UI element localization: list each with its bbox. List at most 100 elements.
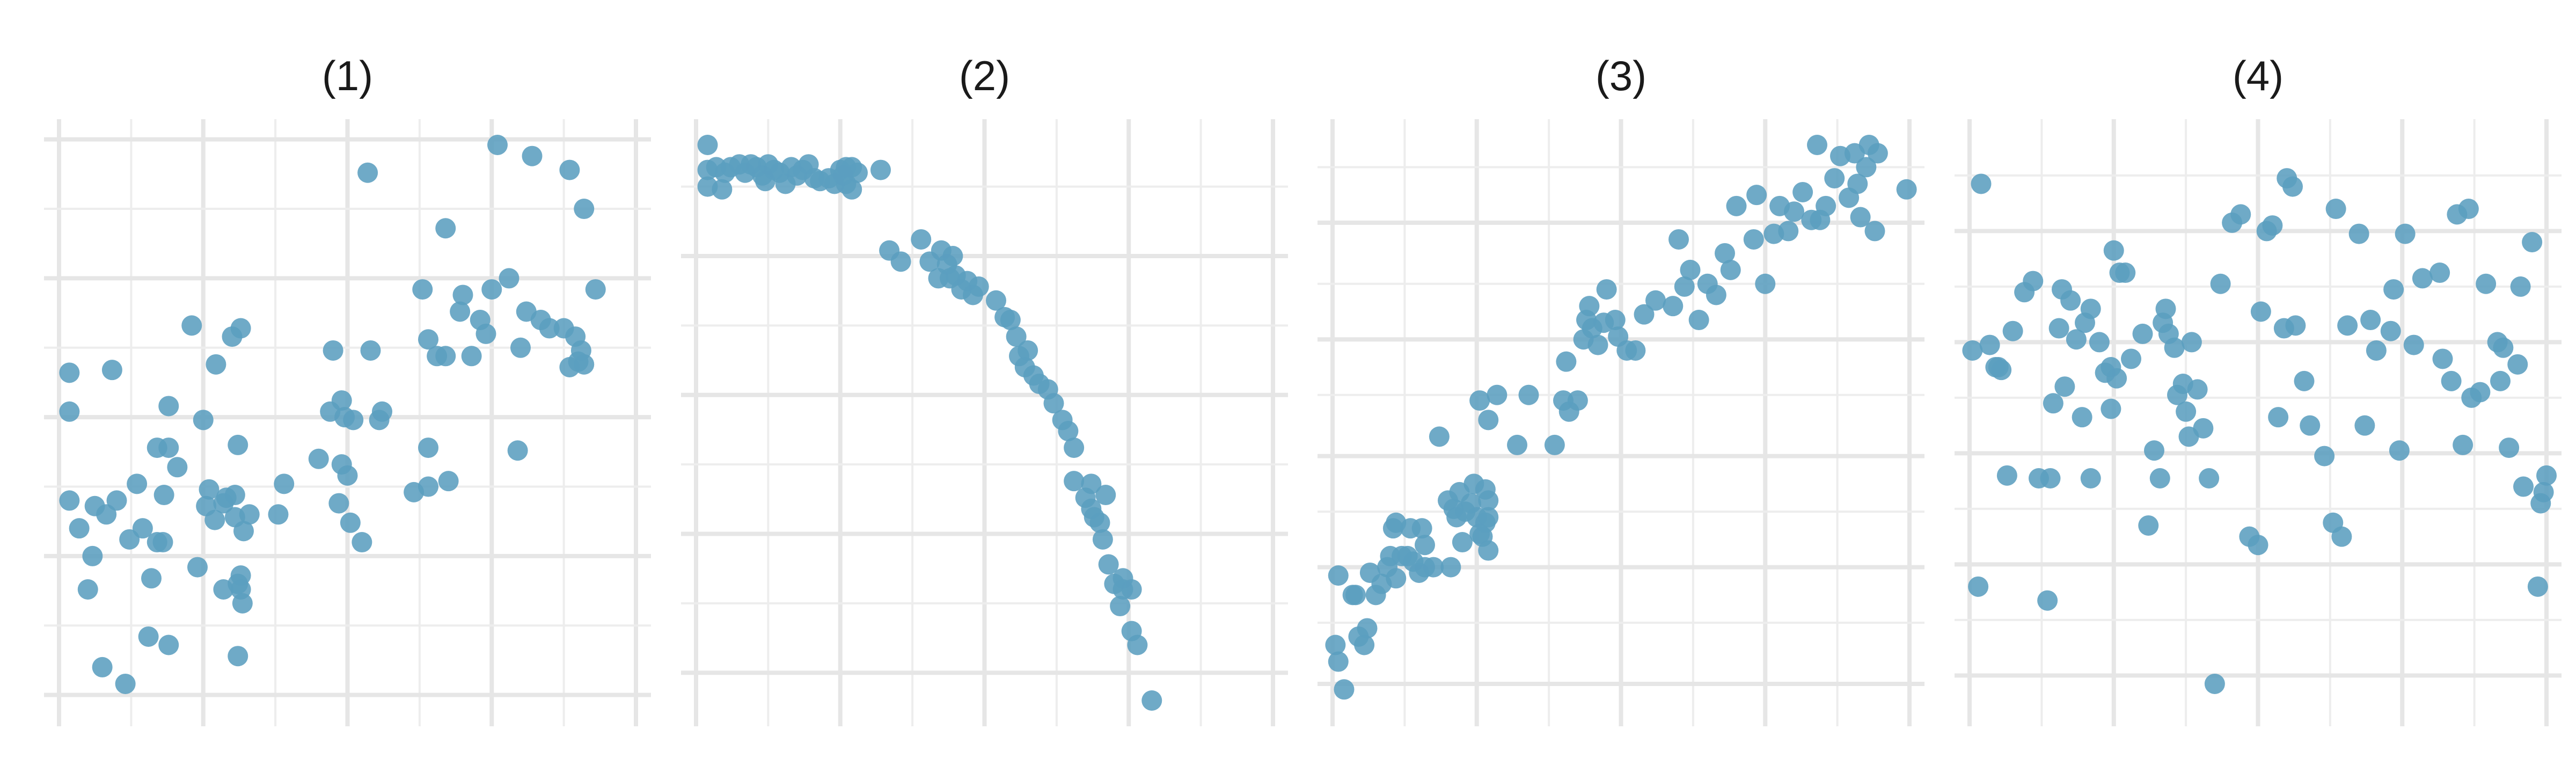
data-point bbox=[2533, 482, 2554, 502]
data-point bbox=[2199, 468, 2220, 488]
data-point bbox=[2348, 223, 2369, 244]
data-point bbox=[1979, 334, 2000, 355]
data-point bbox=[59, 490, 80, 511]
data-point bbox=[357, 162, 378, 183]
data-point bbox=[1856, 157, 1877, 178]
data-point bbox=[412, 279, 433, 300]
data-point bbox=[2072, 407, 2092, 428]
data-point bbox=[337, 465, 358, 486]
data-point bbox=[239, 504, 260, 525]
data-point bbox=[499, 268, 519, 289]
data-point bbox=[697, 135, 718, 155]
data-point bbox=[2490, 370, 2511, 391]
data-point bbox=[450, 301, 471, 322]
panel-3: (3) bbox=[1318, 52, 1924, 726]
data-point bbox=[2193, 418, 2214, 439]
data-point bbox=[2248, 535, 2268, 556]
points bbox=[697, 135, 1162, 711]
panel-title: (2) bbox=[959, 52, 1010, 99]
data-point bbox=[1792, 181, 1813, 202]
data-point bbox=[2204, 673, 2225, 694]
data-point bbox=[1469, 390, 1490, 411]
data-point bbox=[1440, 557, 1461, 578]
data-point bbox=[1018, 340, 1038, 361]
data-point bbox=[233, 521, 254, 542]
data-point bbox=[2103, 240, 2124, 261]
data-point bbox=[224, 485, 245, 506]
data-point bbox=[1544, 434, 1565, 455]
data-point bbox=[2282, 176, 2303, 197]
data-point bbox=[274, 473, 295, 494]
data-point bbox=[92, 657, 113, 677]
data-point bbox=[228, 646, 248, 667]
data-point bbox=[712, 179, 733, 200]
data-point bbox=[418, 476, 438, 497]
data-point bbox=[2499, 437, 2520, 458]
data-point bbox=[1095, 485, 1116, 506]
data-point bbox=[204, 509, 225, 530]
data-point bbox=[1110, 596, 1131, 617]
data-point bbox=[890, 251, 911, 272]
data-point bbox=[2149, 468, 2170, 488]
data-point bbox=[2262, 215, 2283, 236]
data-point bbox=[1325, 635, 1346, 655]
data-point bbox=[435, 218, 456, 239]
data-point bbox=[1478, 507, 1499, 528]
data-point bbox=[1996, 465, 2017, 486]
data-point bbox=[158, 396, 179, 417]
data-point bbox=[1847, 173, 1868, 194]
data-point bbox=[2360, 310, 2381, 331]
data-point bbox=[158, 635, 179, 655]
data-point bbox=[2476, 273, 2497, 294]
data-point bbox=[2395, 223, 2416, 244]
data-point bbox=[1141, 690, 1162, 711]
data-point bbox=[1000, 310, 1021, 331]
data-point bbox=[340, 512, 361, 533]
data-point bbox=[2054, 376, 2075, 397]
data-point bbox=[1386, 568, 1407, 589]
data-point bbox=[1807, 135, 1827, 155]
data-point bbox=[1328, 565, 1349, 586]
data-point bbox=[2187, 379, 2208, 400]
data-point bbox=[1962, 340, 1983, 361]
data-point bbox=[199, 479, 219, 500]
data-point bbox=[138, 626, 159, 647]
data-point bbox=[1006, 326, 1027, 347]
data-point bbox=[1706, 285, 1726, 305]
data-point bbox=[106, 490, 127, 511]
data-point bbox=[141, 568, 162, 589]
data-point bbox=[343, 410, 364, 431]
data-point bbox=[323, 340, 343, 361]
data-point bbox=[1778, 221, 1799, 242]
data-point bbox=[1688, 310, 1709, 331]
data-point bbox=[2285, 315, 2306, 336]
data-point bbox=[487, 135, 508, 155]
data-point bbox=[2250, 301, 2271, 322]
data-point bbox=[2325, 199, 2346, 220]
data-point bbox=[2441, 370, 2462, 391]
data-point bbox=[1896, 179, 1917, 200]
data-point bbox=[115, 673, 136, 694]
data-point bbox=[77, 579, 98, 600]
data-point bbox=[1587, 334, 1608, 355]
data-point bbox=[2060, 290, 2081, 311]
data-point bbox=[539, 318, 560, 339]
data-point bbox=[2510, 276, 2531, 297]
data-point bbox=[1746, 185, 1767, 206]
data-point bbox=[59, 401, 80, 422]
data-point bbox=[2536, 465, 2557, 486]
data-point bbox=[2527, 576, 2548, 597]
panel-1: (1) bbox=[44, 52, 651, 726]
data-point bbox=[2366, 340, 2387, 361]
data-point bbox=[1058, 421, 1079, 442]
data-point bbox=[2089, 332, 2110, 353]
data-point bbox=[1113, 568, 1133, 589]
data-point bbox=[372, 401, 392, 422]
data-point bbox=[1423, 557, 1444, 578]
data-point bbox=[438, 471, 459, 492]
data-point bbox=[2115, 262, 2136, 283]
grid bbox=[681, 119, 1288, 726]
data-point bbox=[452, 285, 473, 305]
data-point bbox=[2380, 320, 2401, 341]
